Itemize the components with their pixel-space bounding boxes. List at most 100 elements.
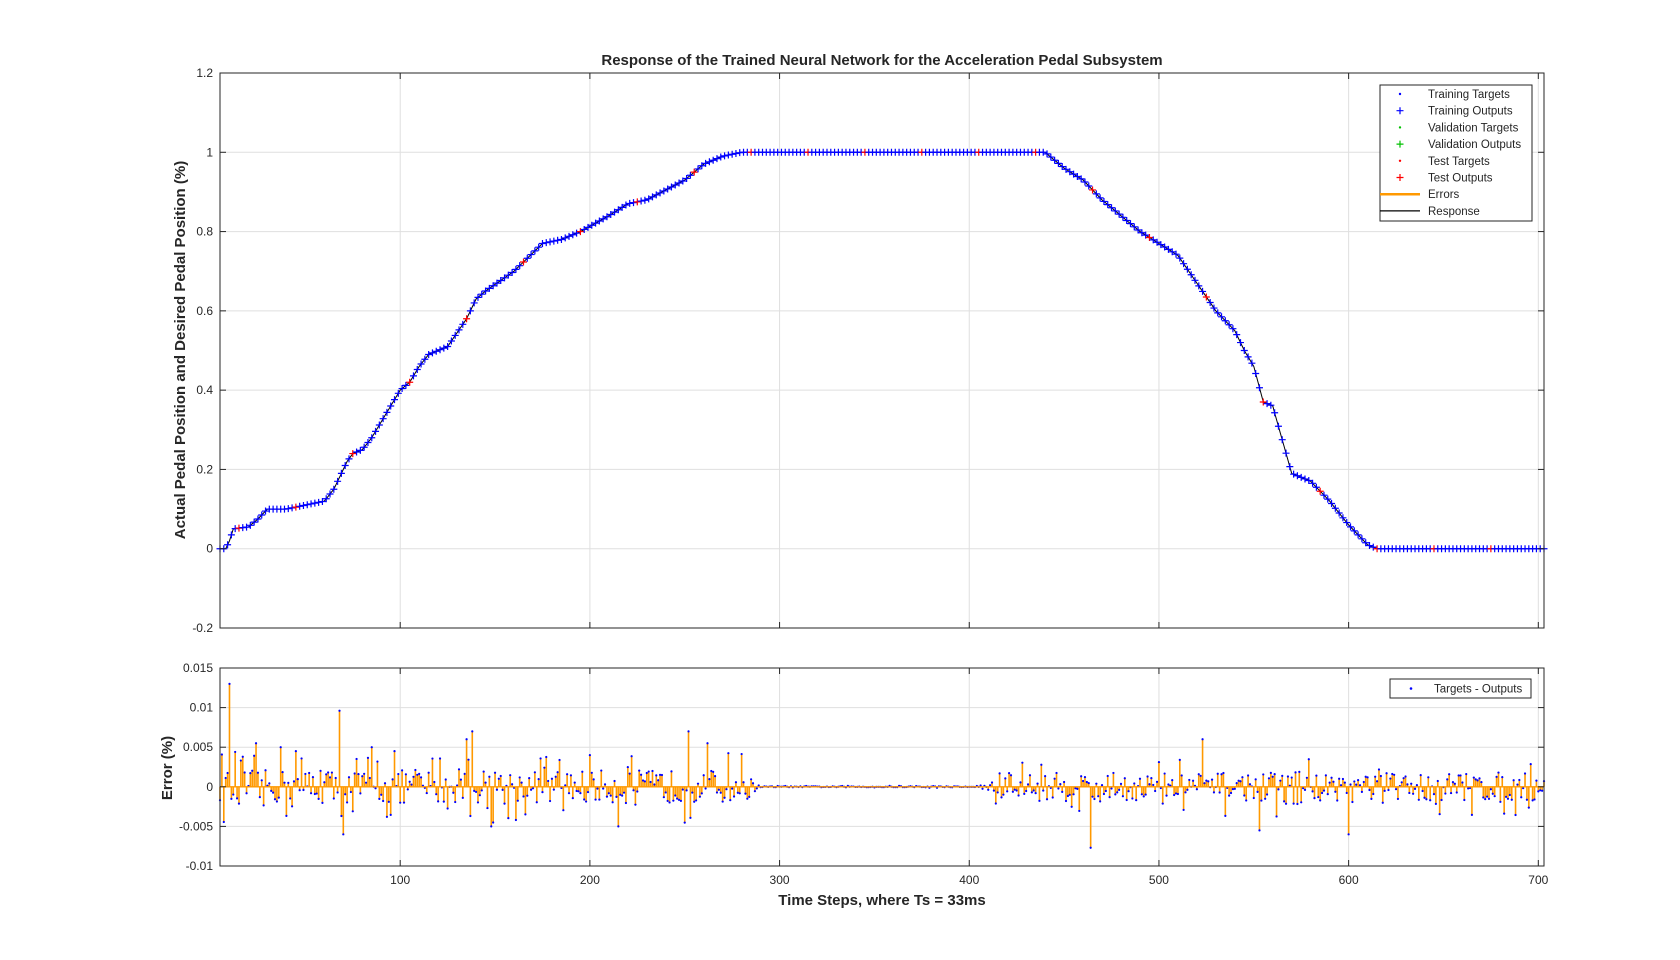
training-target-marker	[1046, 152, 1048, 155]
training-target-marker	[678, 182, 680, 184]
error-dot	[1281, 774, 1284, 777]
training-target-marker	[625, 204, 627, 206]
training-target-marker	[617, 208, 620, 211]
error-dot	[1387, 788, 1390, 792]
error-dot	[1504, 795, 1508, 798]
error-dot	[1114, 793, 1117, 796]
training-target-marker	[393, 398, 396, 401]
error-dot	[1146, 775, 1149, 778]
error-dot	[571, 797, 574, 800]
error-dot	[1121, 795, 1124, 798]
error-dot	[710, 769, 713, 773]
training-target-marker	[1349, 526, 1352, 528]
error-dot	[1267, 777, 1271, 780]
error-dot	[254, 742, 258, 745]
error-dot	[495, 788, 499, 791]
error-dot	[327, 771, 330, 774]
legend-label: Training Targets	[1428, 89, 1510, 101]
error-dot	[478, 794, 481, 797]
error-dot	[651, 769, 654, 773]
error-dot	[1480, 780, 1483, 784]
error-dot	[480, 789, 483, 792]
error-dot	[1044, 775, 1047, 778]
error-dot	[311, 776, 315, 779]
error-dot	[224, 776, 227, 780]
error-dot	[1081, 779, 1085, 783]
error-dot	[418, 772, 421, 775]
error-dot	[1004, 777, 1007, 780]
training-target-marker	[359, 449, 362, 452]
error-dot	[626, 765, 629, 769]
error-dot	[1408, 791, 1411, 795]
error-dot	[996, 791, 999, 794]
error-dot	[1100, 784, 1104, 787]
error-x-tick-label: 100	[390, 873, 410, 887]
error-dot	[438, 757, 442, 760]
error-dot	[366, 756, 370, 759]
error-dot	[1269, 771, 1272, 775]
error-dot	[1518, 778, 1521, 782]
error-dot	[1474, 778, 1477, 781]
error-y-tick-label: -0.005	[179, 819, 213, 833]
training-target-marker	[1175, 253, 1177, 256]
error-dot	[1159, 786, 1162, 790]
training-target-marker	[397, 392, 400, 395]
training-target-marker	[1372, 546, 1375, 549]
error-dot	[723, 796, 726, 799]
training-target-marker	[230, 533, 233, 536]
training-target-marker	[1228, 323, 1231, 326]
training-target-marker	[1080, 177, 1083, 180]
error-dot	[1525, 798, 1529, 801]
training-target-marker	[1061, 165, 1064, 168]
error-dot	[1436, 779, 1439, 783]
error-dot	[1453, 782, 1456, 785]
error-dot	[380, 793, 383, 796]
error-dot	[383, 782, 387, 785]
error-dot	[1248, 783, 1252, 786]
error-dot	[490, 825, 493, 828]
test-target-marker	[1205, 296, 1208, 298]
error-dot	[1006, 790, 1009, 793]
error-dot	[338, 709, 341, 712]
error-y-tick-label: -0.01	[186, 859, 214, 873]
error-y-tick-label: 0.015	[183, 661, 213, 675]
error-dot	[406, 788, 409, 791]
training-target-marker	[670, 186, 673, 188]
error-dot	[1142, 795, 1145, 798]
error-dot	[755, 787, 758, 790]
error-dot	[1009, 774, 1013, 777]
training-target-marker	[533, 249, 536, 252]
test-target-marker	[351, 452, 354, 455]
training-target-marker	[1099, 196, 1102, 199]
error-dot	[345, 801, 349, 804]
error-dot	[1013, 788, 1016, 791]
error-dot	[1034, 792, 1037, 795]
error-dot	[1465, 772, 1468, 776]
training-target-marker	[458, 328, 460, 331]
error-dot	[1191, 779, 1195, 782]
error-dot	[731, 787, 734, 790]
training-target-marker	[1121, 216, 1124, 219]
training-target-marker	[1156, 241, 1158, 244]
error-dot	[389, 813, 392, 816]
error-dot	[463, 772, 466, 775]
error-dot	[698, 795, 702, 798]
error-dot	[1347, 833, 1350, 836]
error-dot	[1133, 782, 1136, 785]
error-dot	[1427, 776, 1430, 779]
training-target-marker	[685, 177, 688, 180]
error-dot	[1317, 795, 1320, 799]
error-dot	[1313, 797, 1316, 800]
error-dot	[689, 816, 692, 819]
error-dot	[588, 754, 591, 757]
error-dot	[1303, 788, 1307, 791]
response-axes: -0.2 0 0.2 0.4 0.6 0.8 1 1.2 Response of the Tr…	[172, 52, 1548, 635]
error-dot	[317, 797, 320, 800]
error-dot	[1355, 783, 1358, 786]
error-dot	[621, 794, 624, 797]
error-dot	[279, 746, 282, 749]
training-target-marker	[1235, 333, 1238, 336]
error-dot	[1182, 808, 1185, 812]
error-dot	[750, 778, 753, 781]
training-target-marker	[1311, 482, 1314, 485]
